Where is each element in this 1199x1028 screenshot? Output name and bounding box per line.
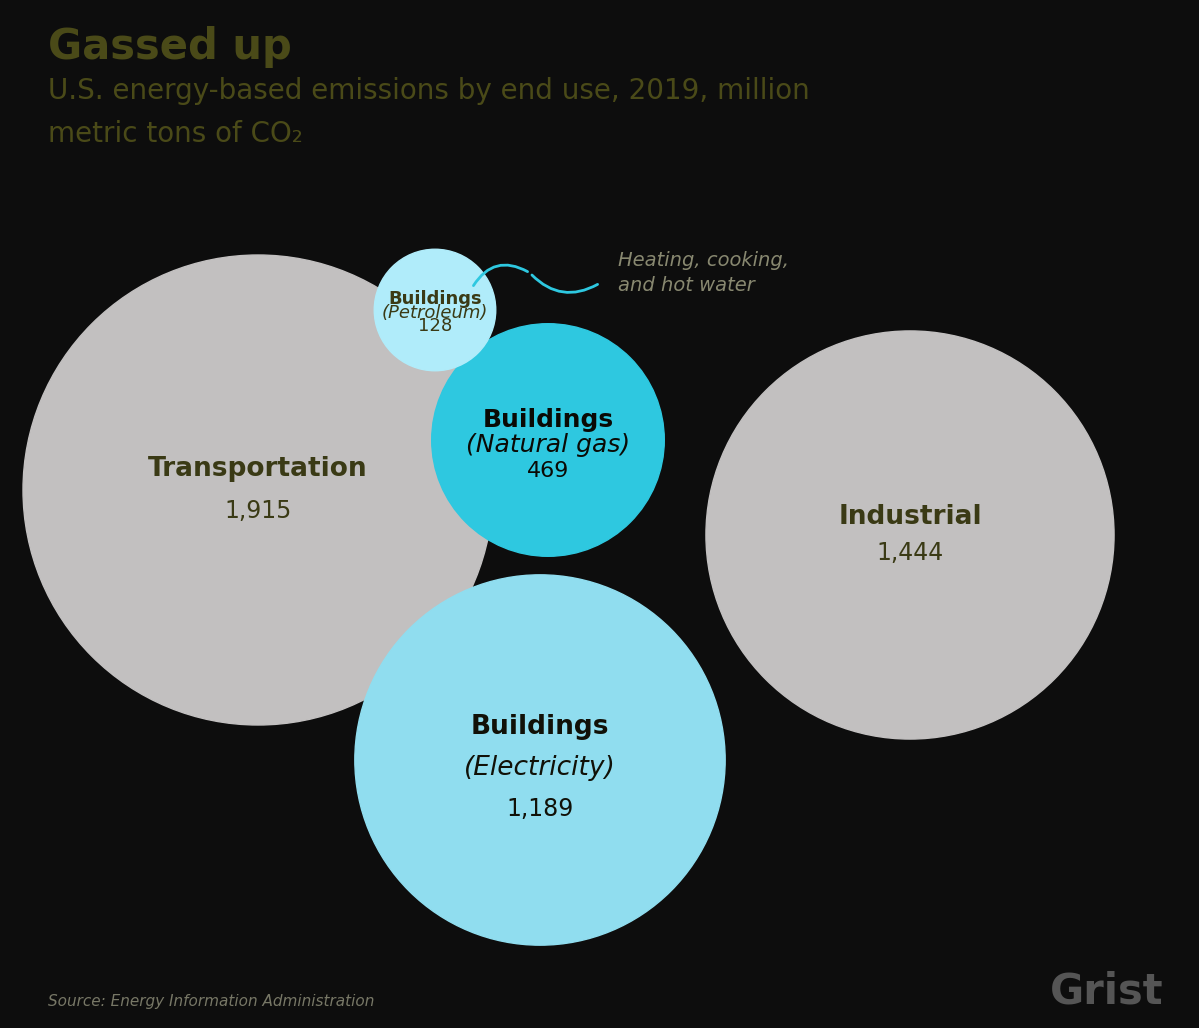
Text: U.S. energy-based emissions by end use, 2019, million: U.S. energy-based emissions by end use, … [48, 77, 809, 105]
Text: 1,915: 1,915 [224, 500, 291, 523]
Text: Industrial: Industrial [838, 504, 982, 529]
Text: Buildings: Buildings [482, 407, 614, 432]
Text: Grist: Grist [1049, 970, 1163, 1013]
Circle shape [23, 255, 493, 725]
Circle shape [432, 324, 664, 556]
Circle shape [355, 575, 725, 945]
Text: 1,444: 1,444 [876, 542, 944, 565]
Text: metric tons of CO₂: metric tons of CO₂ [48, 120, 303, 148]
Circle shape [374, 249, 495, 371]
Text: Buildings: Buildings [471, 714, 609, 740]
Text: Gassed up: Gassed up [48, 26, 291, 68]
Text: (Natural gas): (Natural gas) [466, 433, 629, 457]
Text: (Petroleum): (Petroleum) [381, 303, 488, 322]
Text: 1,189: 1,189 [506, 797, 573, 821]
Text: 469: 469 [526, 461, 570, 481]
Text: Heating, cooking,
and hot water: Heating, cooking, and hot water [617, 251, 789, 295]
Text: Buildings: Buildings [388, 290, 482, 308]
Text: (Electricity): (Electricity) [464, 756, 616, 781]
Circle shape [706, 331, 1114, 739]
Text: Source: Energy Information Administration: Source: Energy Information Administratio… [48, 994, 374, 1009]
Text: Transportation: Transportation [149, 455, 368, 482]
Text: 128: 128 [418, 317, 452, 335]
